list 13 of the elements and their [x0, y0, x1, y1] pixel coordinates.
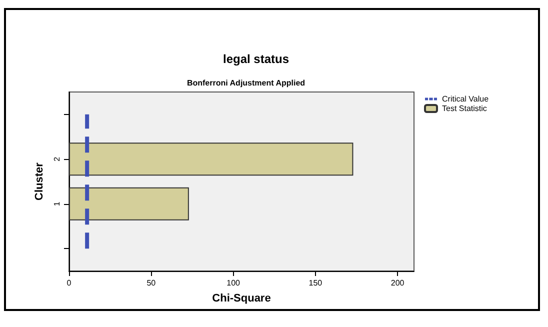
- x-axis-title: Chi-Square: [212, 292, 271, 304]
- y-tick-label: 2: [52, 156, 62, 162]
- x-tick-label: 100: [226, 278, 241, 288]
- y-tick-label: 1: [52, 201, 62, 206]
- x-tick-label: 150: [308, 278, 323, 288]
- legend-label: Critical Value: [442, 94, 490, 104]
- x-tick-label: 0: [66, 278, 72, 288]
- x-tick-label: 50: [146, 278, 156, 288]
- x-tick-label: 200: [390, 278, 405, 288]
- legend-label: Test Statistic: [442, 104, 487, 113]
- chart-title: legal status: [222, 52, 290, 66]
- chart-subtitle: Bonferroni Adjustment Applied: [186, 78, 306, 88]
- y-axis-title: Cluster: [34, 162, 46, 200]
